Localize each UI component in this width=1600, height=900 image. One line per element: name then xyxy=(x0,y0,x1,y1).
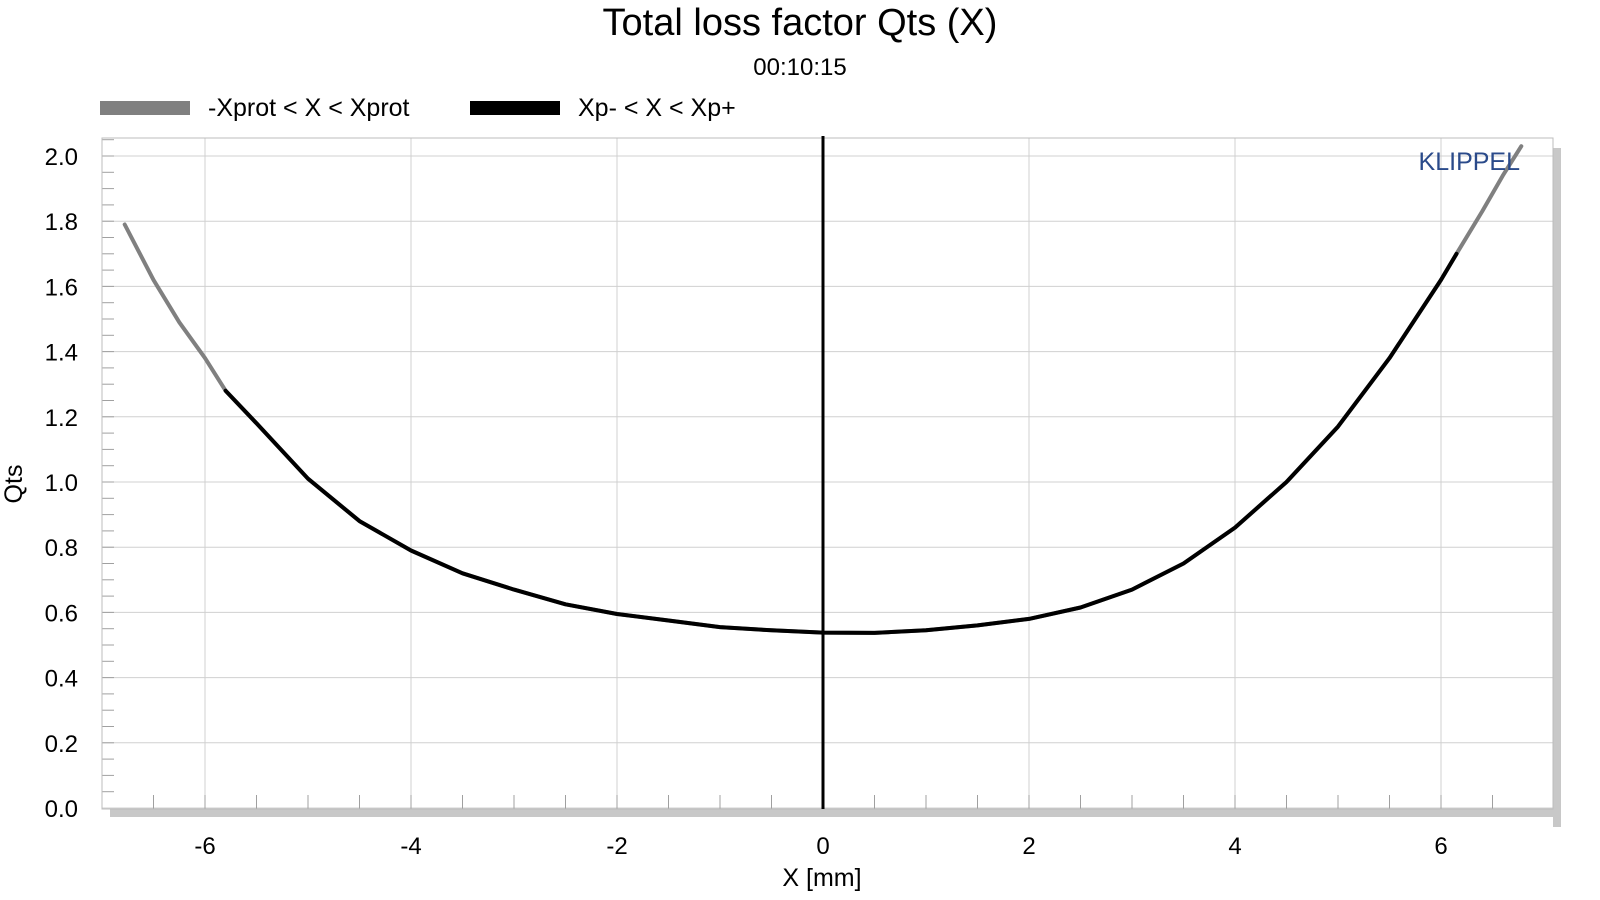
y-tick-label: 1.2 xyxy=(45,405,78,432)
plot-frame xyxy=(101,137,1554,810)
legend-swatch-xp xyxy=(470,101,560,115)
klippel-watermark: KLIPPEL xyxy=(1419,148,1521,176)
x-tick-label: -2 xyxy=(606,833,627,860)
y-axis-label: Qts xyxy=(0,465,28,504)
legend-item-xp: Xp- < X < Xp+ xyxy=(470,93,736,123)
y-tick-label: 0.6 xyxy=(45,600,78,627)
x-tick-label: -6 xyxy=(194,833,215,860)
y-tick-label: 1.0 xyxy=(45,470,78,497)
y-tick-label: 0.2 xyxy=(45,731,78,758)
y-tick-label: 0.0 xyxy=(45,796,78,823)
y-tick-label: 2.0 xyxy=(45,144,78,171)
x-tick-label: 4 xyxy=(1228,833,1241,860)
legend-swatch-xprot xyxy=(100,101,190,115)
y-tick-label: 1.6 xyxy=(45,274,78,301)
series-line-xp xyxy=(223,251,1459,635)
x-axis-label: X [mm] xyxy=(782,864,861,892)
legend-label-xprot: -Xprot < X < Xprot xyxy=(208,93,410,122)
y-tick-label: 1.4 xyxy=(45,340,78,367)
x-tick-label: -4 xyxy=(400,833,421,860)
legend-item-xprot: -Xprot < X < Xprot xyxy=(100,93,410,123)
y-tick-label: 1.8 xyxy=(45,209,78,236)
chart-subtitle: 00:10:15 xyxy=(753,54,847,81)
x-tick-label: 2 xyxy=(1022,833,1035,860)
y-tick-label: 0.8 xyxy=(45,535,78,562)
y-tick-label: 0.4 xyxy=(45,666,78,693)
plot-shadow-bottom xyxy=(110,809,1561,817)
chart-title: Total loss factor Qts (X) xyxy=(602,2,998,44)
x-tick-label: 6 xyxy=(1434,833,1447,860)
plot-shadow-right xyxy=(1553,148,1561,827)
x-tick-label: 0 xyxy=(816,833,829,860)
legend-label-xp: Xp- < X < Xp+ xyxy=(578,93,736,122)
